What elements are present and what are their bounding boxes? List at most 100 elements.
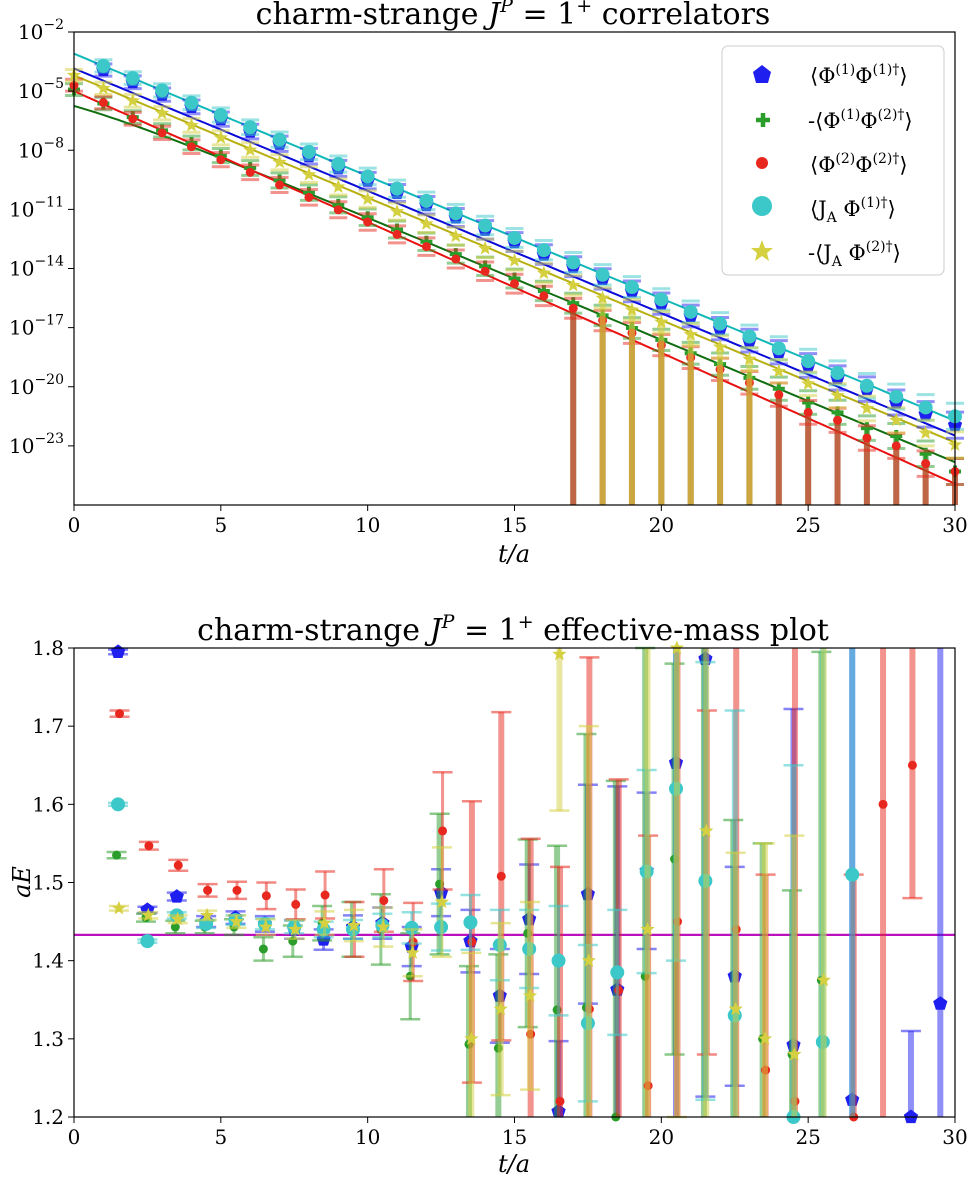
data-point — [830, 388, 845, 402]
data-point — [595, 267, 610, 282]
circle-icon — [752, 196, 772, 216]
data-point — [918, 400, 933, 415]
data-point — [301, 167, 317, 181]
data-point — [802, 396, 815, 409]
data-point — [419, 216, 434, 230]
data-point — [496, 871, 506, 881]
data-point — [141, 907, 156, 922]
data-point — [478, 240, 493, 255]
correlator-x-ticks: 0 5 10 15 20 25 30 — [68, 505, 967, 537]
data-point — [155, 83, 170, 98]
data-point — [320, 890, 330, 900]
y-tick-label: 1.5 — [32, 871, 64, 895]
data-point — [581, 953, 596, 967]
x-tick-label: 20 — [649, 1125, 674, 1149]
data-point — [379, 895, 389, 905]
data-point — [742, 351, 757, 366]
data-point — [331, 179, 346, 193]
data-point — [170, 911, 185, 926]
x-tick-label: 10 — [355, 1125, 380, 1149]
data-point — [891, 441, 901, 451]
data-point — [111, 900, 127, 915]
data-point — [111, 797, 126, 812]
x-tick-label: 30 — [942, 513, 967, 537]
data-point — [448, 206, 463, 221]
correlator-legend: ⟨Φ(1)Φ(1)†⟩ -⟨Φ(1)Φ(2)†⟩ ⟨Φ(2)Φ(2)†⟩ ⟨JA… — [721, 45, 945, 276]
x-tick-label: 20 — [649, 513, 674, 537]
data-point — [140, 934, 155, 949]
x-tick-label: 5 — [214, 513, 227, 537]
data-point — [889, 412, 904, 427]
correlator-title: charm-strange JP = 1+ correlators — [256, 0, 771, 32]
data-point — [125, 71, 140, 86]
data-point — [654, 292, 669, 307]
y-tick-label: 10−5 — [18, 76, 64, 103]
em-series-ja-phi1 — [108, 648, 860, 1124]
data-point — [184, 117, 199, 132]
legend-entry-ja-phi1: ⟨JA Φ(1)†⟩ — [752, 195, 896, 226]
em-series-phi22 — [109, 648, 923, 1122]
data-point — [404, 920, 419, 935]
svg-text:-⟨JA Φ(2)†⟩: -⟨JA Φ(2)†⟩ — [808, 239, 901, 270]
data-point — [640, 921, 655, 936]
x-tick-label: 10 — [355, 513, 380, 537]
data-point — [830, 365, 845, 380]
data-point — [213, 107, 228, 122]
x-tick-label: 25 — [795, 1125, 820, 1149]
data-point — [128, 114, 138, 124]
data-point — [478, 218, 493, 233]
legend-entry-phi11: ⟨Φ(1)Φ(1)†⟩ — [753, 62, 908, 88]
x-tick-label: 0 — [68, 1125, 81, 1149]
data-point — [301, 144, 316, 159]
data-point — [169, 889, 184, 903]
data-point — [392, 229, 402, 239]
data-point — [803, 407, 813, 417]
star-icon — [751, 240, 773, 261]
data-point — [801, 376, 816, 390]
data-point — [389, 204, 405, 218]
effective-mass-y-ticks: 1.2 1.3 1.4 1.5 1.6 1.7 1.8 — [32, 636, 74, 1129]
data-point — [199, 907, 215, 922]
data-point — [451, 254, 461, 264]
data-point — [510, 279, 519, 289]
data-point — [907, 760, 917, 770]
y-tick-label: 1.8 — [32, 636, 64, 660]
data-point — [360, 169, 375, 184]
data-point — [115, 709, 125, 719]
data-point — [405, 945, 420, 959]
effective-mass-panel: charm-strange JP = 1+ effective-mass plo… — [8, 611, 967, 1178]
data-point — [859, 400, 874, 415]
effective-mass-title: charm-strange JP = 1+ effective-mass plo… — [197, 611, 829, 648]
data-point — [463, 915, 478, 930]
data-point — [860, 422, 873, 435]
data-point — [216, 155, 226, 165]
x-tick-label: 5 — [214, 1125, 227, 1149]
data-point — [272, 154, 287, 169]
data-point — [275, 180, 285, 190]
legend-entry-phi12: -⟨Φ(1)Φ(2)†⟩ — [756, 107, 913, 133]
data-point — [346, 918, 361, 932]
data-point — [555, 1096, 565, 1106]
dot-icon — [756, 157, 768, 169]
plus-icon — [756, 113, 770, 127]
data-point — [363, 217, 373, 227]
y-tick-label: 10−8 — [18, 135, 64, 162]
correlator-y-ticks: 10−2 10−5 10−8 10−11 10−14 10−17 10−20 10−23 — [9, 17, 74, 458]
pentagon-icon — [753, 65, 771, 83]
data-point — [889, 389, 904, 404]
data-point — [480, 266, 490, 276]
data-point — [98, 98, 108, 108]
data-point — [787, 1047, 802, 1061]
svg-text:⟨Φ(2)Φ(2)†⟩: ⟨Φ(2)Φ(2)†⟩ — [810, 151, 908, 177]
data-point — [713, 316, 728, 331]
data-point — [157, 128, 167, 138]
data-point — [654, 314, 669, 329]
data-point — [186, 142, 196, 152]
data-point — [771, 341, 786, 356]
correlator-x-label: t/a — [498, 540, 530, 568]
data-point — [595, 290, 610, 305]
correlator-marks — [65, 52, 964, 505]
data-point — [683, 327, 698, 341]
data-point — [683, 304, 698, 319]
